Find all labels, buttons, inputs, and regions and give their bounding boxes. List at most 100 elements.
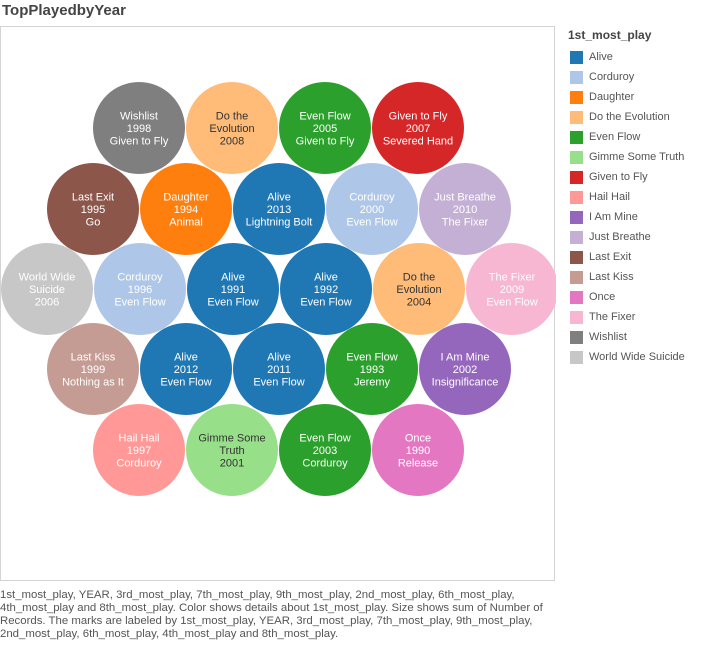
legend-label: The Fixer — [589, 311, 636, 323]
bubble-label: Even Flow — [160, 377, 211, 389]
bubble-mark[interactable] — [93, 82, 185, 174]
legend-swatch — [570, 70, 583, 84]
bubble-mark[interactable] — [233, 163, 325, 255]
bubble-label: Corduroy — [117, 272, 163, 284]
legend-item[interactable]: Gimme Some Truth — [568, 147, 707, 167]
bubble-label: Wishlist — [120, 111, 158, 123]
bubble-mark[interactable] — [419, 323, 511, 415]
legend-item[interactable]: Corduroy — [568, 67, 707, 87]
legend-label: World Wide Suicide — [589, 351, 685, 363]
legend-item[interactable]: Alive — [568, 47, 707, 67]
bubble-label: 2004 — [407, 297, 431, 309]
legend-label: Daughter — [589, 91, 635, 103]
chart-caption: 1st_most_play, YEAR, 3rd_most_play, 7th_… — [0, 589, 543, 640]
bubble-chart-area: Wishlist 1998 Given to Fly Do the Evolution 2… — [0, 26, 556, 581]
bubble-label: Alive — [221, 272, 245, 284]
bubble-label: 2007 — [406, 123, 430, 135]
legend-title: 1st_most_play — [568, 28, 652, 42]
bubble-label: 2000 — [360, 204, 384, 216]
bubble-mark[interactable] — [186, 82, 278, 174]
legend-label: Hail Hail — [589, 191, 630, 203]
bubble-mark[interactable] — [419, 163, 511, 255]
legend-item[interactable]: Last Exit — [568, 247, 707, 267]
bubble-mark[interactable] — [94, 243, 186, 335]
legend-swatch — [570, 90, 583, 104]
legend-item[interactable]: Given to Fly — [568, 167, 707, 187]
legend-item[interactable]: World Wide Suicide — [568, 347, 707, 367]
legend-swatch — [570, 210, 583, 224]
bubble-mark[interactable] — [373, 243, 465, 335]
bubble-label: 1995 — [81, 204, 105, 216]
legend-item[interactable]: Just Breathe — [568, 227, 707, 247]
legend-item[interactable]: I Am Mine — [568, 207, 707, 227]
bubble-label: Even Flow — [299, 433, 350, 445]
legend-item[interactable]: Hail Hail — [568, 187, 707, 207]
legend-swatch — [570, 310, 583, 324]
legend-item[interactable]: The Fixer — [568, 307, 707, 327]
bubble-label: Gimme Some — [198, 433, 265, 445]
bubble-mark[interactable] — [186, 404, 278, 496]
bubble-mark[interactable] — [47, 323, 139, 415]
bubble-mark[interactable] — [140, 323, 232, 415]
bubble-label: 1998 — [127, 123, 151, 135]
bubble-mark[interactable] — [140, 163, 232, 255]
bubble-label: Severed Hand — [383, 136, 453, 148]
legend-label: Gimme Some Truth — [589, 151, 685, 163]
legend-label: Last Exit — [589, 251, 632, 263]
bubble-mark[interactable] — [93, 404, 185, 496]
bubble-label: Even Flow — [207, 297, 258, 309]
legend-item[interactable]: Wishlist — [568, 327, 707, 347]
legend-item[interactable]: Daughter — [568, 87, 707, 107]
legend-item[interactable]: Even Flow — [568, 127, 707, 147]
bubble-mark[interactable] — [279, 404, 371, 496]
bubble-label: Even Flow — [253, 377, 304, 389]
legend-label: Wishlist — [589, 331, 627, 343]
bubble-label: 2011 — [267, 364, 291, 376]
bubble-label: 1999 — [81, 364, 105, 376]
bubble-mark[interactable] — [326, 163, 418, 255]
bubble-mark[interactable] — [187, 243, 279, 335]
bubble-mark[interactable] — [466, 243, 556, 335]
legend-item[interactable]: Last Kiss — [568, 267, 707, 287]
bubble-mark[interactable] — [1, 243, 93, 335]
bubble-mark[interactable] — [47, 163, 139, 255]
bubble-label: Even Flow — [299, 111, 350, 123]
legend-label: Given to Fly — [589, 171, 648, 183]
legend-item[interactable]: Once — [568, 287, 707, 307]
bubble-mark[interactable] — [279, 82, 371, 174]
legend-swatch — [570, 150, 583, 164]
bubble-mark[interactable] — [372, 404, 464, 496]
bubble-label: Corduroy — [116, 458, 162, 470]
bubble-mark[interactable] — [326, 323, 418, 415]
bubble-label: Nothing as It — [62, 377, 124, 389]
bubble-mark[interactable] — [233, 323, 325, 415]
bubble-mark[interactable] — [372, 82, 464, 174]
bubble-mark[interactable] — [280, 243, 372, 335]
legend-item[interactable]: Do the Evolution — [568, 107, 707, 127]
legend-swatch — [570, 130, 583, 144]
